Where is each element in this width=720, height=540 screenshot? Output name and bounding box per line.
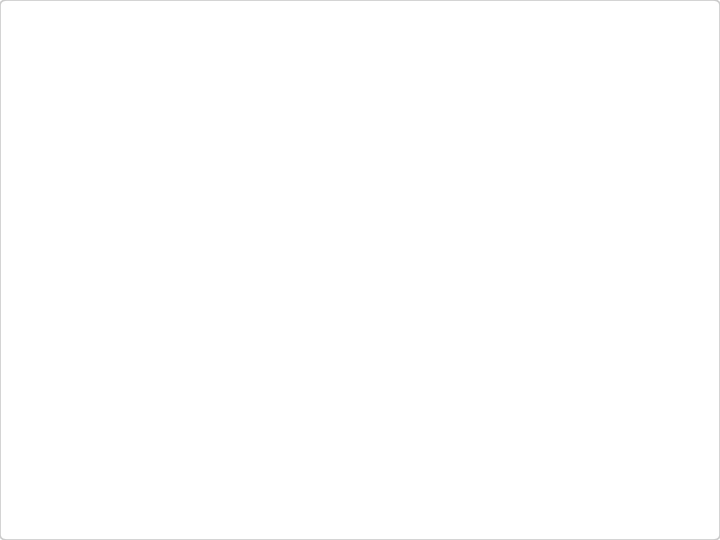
Text: $\overset{u}{\mathbf{A}}(\overset{u}{\mathbf{r}}) = \frac{\mu}{4\pi}\frac{e^{-jk: $\overset{u}{\mathbf{A}}(\overset{u}{\ma… [288,115,460,139]
Text: $\mathbf{r}\prime = x\prime\hat{x} + y\prime\hat{y}$: $\mathbf{r}\prime = x\prime\hat{x} + y\p… [58,278,123,294]
Text: $E_a$: $E_a$ [77,109,89,123]
Text: Plano XY: Plano XY [40,79,88,89]
Text: $H_a$: $H_a$ [76,131,89,145]
Text: $\hat{n} = \hat{z}$: $\hat{n} = \hat{z}$ [119,104,148,118]
Text: $\overset{u}{\mathbf{P}} \equiv \iint\!\!\iint_{S_a} \overset{u}{\mathbf{E}}_a(\: $\overset{u}{\mathbf{P}} \equiv \iint\!\… [58,190,178,215]
Text: $v = \mathrm{sen}\theta\,\mathrm{sen}\phi$: $v = \mathrm{sen}\theta\,\mathrm{sen}\ph… [58,355,130,369]
Text: $\overset{u}{\mathbf{F}}(\overset{u}{\mathbf{r}}) = -\frac{\varepsilon}{4\pi}\fr: $\overset{u}{\mathbf{F}}(\overset{u}{\ma… [288,139,467,163]
Text: $\mathbf{H}_a = \hat{x}H_{ax}(x\prime,y\prime)+\hat{y}H_{ay}(x\prime,y\prime)$: $\mathbf{H}_a = \hat{x}H_{ax}(x\prime,y\… [230,100,379,116]
Text: $\overset{u}{\mathbf{E}}_a = \hat{x}E_{ax}(x\prime,y\prime)+\hat{y}E_{ay}(x\prim: $\overset{u}{\mathbf{E}}_a = \hat{x}E_{a… [230,73,375,94]
Text: $u = \mathrm{sen}\theta\cos\phi$: $u = \mathrm{sen}\theta\cos\phi$ [58,330,130,345]
Text: 7: 7 [687,514,695,526]
Text: $\hat{r} = \mathrm{sen}\theta\cos\phi\,\hat{x} + \mathrm{sen}\theta\,\mathrm{sen: $\hat{r} = \mathrm{sen}\theta\cos\phi\,\… [58,257,253,274]
Text: $\overset{u}{\mathbf{J}}_s = \hat{n} \times \overset{u}{\mathbf{H}}_a$: $\overset{u}{\mathbf{J}}_s = \hat{n} \ti… [479,73,535,94]
Text: $P_x(u,v) = \iint_{S_0} E_{ax}(x\prime,y\prime)e^{j\frac{2\pi}{\lambda}(ux\prime: $P_x(u,v) = \iint_{S_0} E_{ax}(x\prime,y… [342,194,544,217]
Text: Los potenciales
vectores valen:: Los potenciales vectores valen: [184,127,269,148]
Text: $\mathbf{M}_s = -\hat{n} \times \mathbf{E}_a$: $\mathbf{M}_s = -\hat{n} \times \mathbf{… [479,96,552,112]
Text: Aperturas Planas. Campos Radiados.: Aperturas Planas. Campos Radiados. [100,16,620,43]
Text: $Q_x(u,v) = \iint_{S_s} H_{ax}(x\prime,y\prime)e^{j\frac{2\pi}{\lambda}(ux\prime: $Q_x(u,v) = \iint_{S_s} H_{ax}(x\prime,y… [342,276,546,299]
Text: $Q_y(u,v) = \iint_{S_a} H_{ay}(x\prime,y\prime)e^{j\frac{2\pi}{\lambda}(ux\prime: $Q_y(u,v) = \iint_{S_a} H_{ay}(x\prime,y… [342,319,547,342]
Text: $P_y(u,v) = \iint_{S_a} E_{ay}(x\prime,y\prime)e^{j\frac{2\pi}{\lambda}(ux\prime: $P_y(u,v) = \iint_{S_a} E_{ay}(x\prime,y… [342,233,544,255]
Text: $\overset{u}{\mathbf{Q}} \equiv \iint\!\!\iint_{S_a} \overset{u}{\mathbf{H}}_a(\: $\overset{u}{\mathbf{Q}} \equiv \iint\!\… [58,217,181,242]
Text: definiendo:: definiendo: [29,179,91,188]
Polygon shape [421,87,461,106]
Text: $k\hat{r}\cdot\mathbf{r}\prime = \frac{2\pi}{\lambda}(ux\prime + vy\prime)$: $k\hat{r}\cdot\mathbf{r}\prime = \frac{2… [58,301,159,320]
Polygon shape [288,261,328,280]
